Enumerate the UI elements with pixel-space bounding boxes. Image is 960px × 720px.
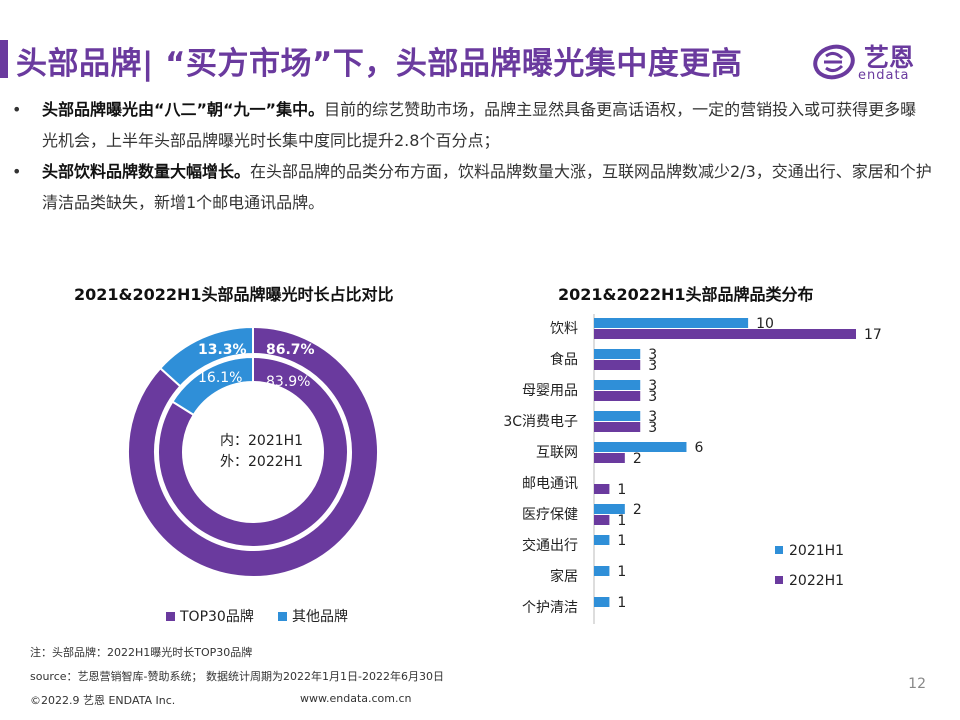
logo-subtext: endata <box>858 68 910 83</box>
bar-category-label: 互联网 <box>536 445 578 461</box>
bar-category-label: 3C消费电子 <box>503 414 578 430</box>
bar-2021H1 <box>594 535 610 545</box>
page-number: 12 <box>908 676 926 692</box>
bar-category-label: 母婴用品 <box>522 383 578 399</box>
bar-2022H1 <box>594 329 856 339</box>
bar-2021H1 <box>594 349 641 359</box>
bar-2021H1 <box>594 380 641 390</box>
bar-value-label-2021H1: 3 <box>648 347 657 363</box>
footnote: 注：头部品牌：2022H1曝光时长TOP30品牌 <box>30 646 253 659</box>
donut-slice-2021H1-1 <box>171 355 254 417</box>
bar-value-label-2021H1: 6 <box>694 440 703 456</box>
bar-legend-label-2022H1: 2022H1 <box>789 573 844 589</box>
donut-legend-label-1: 其他品牌 <box>292 608 348 625</box>
bar-2021H1 <box>594 318 749 328</box>
donut-chart-title: 2021&2022H1头部品牌曝光时长占比对比 <box>74 285 394 304</box>
bullet-text: 在头部品牌的品类分布方面，饮料品牌数量大涨，互联网品牌数减少2/3，交通出行、家… <box>42 162 932 212</box>
bullet-heading: 头部品牌曝光由“八二”朝“九一”集中。 <box>42 100 325 119</box>
bullet-heading: 头部饮料品牌数量大幅增长。 <box>42 162 251 181</box>
bar-2021H1 <box>594 442 687 452</box>
bullet-item: • 头部饮料品牌数量大幅增长。在头部品牌的品类分布方面，饮料品牌数量大涨，互联网… <box>12 156 932 218</box>
donut-chart: 86.7% 13.3% 83.9% 16.1% 内：2021H1 外：2022H1 TOP3… <box>127 325 379 625</box>
bar-2021H1 <box>594 504 625 514</box>
bar-value-label-2021H1: 3 <box>648 409 657 425</box>
bar-category-label: 邮电通讯 <box>522 476 578 492</box>
donut-slice-2021H1-0 <box>157 355 349 548</box>
bar-category-label: 家居 <box>550 568 578 585</box>
donut-center-label-inner: 内：2021H1 <box>220 433 303 449</box>
bar-value-label-2021H1: 1 <box>617 533 626 549</box>
logo-text: 艺恩 <box>864 43 915 72</box>
endata-logo: 艺恩 endata <box>812 38 932 86</box>
bar-2022H1 <box>594 422 641 432</box>
bar-2021H1 <box>594 411 641 421</box>
bar-category-label: 医疗保健 <box>522 507 578 523</box>
bar-2022H1 <box>594 360 641 370</box>
bar-2022H1 <box>594 453 625 463</box>
donut-label-outer-other: 13.3% <box>198 342 247 358</box>
copyright: ©2022.9 艺恩 ENDATA Inc. <box>30 694 176 707</box>
donut-legend-label-0: TOP30品牌 <box>179 608 254 625</box>
bar-legend-swatch-2022H1 <box>775 576 783 584</box>
website-link[interactable]: www.endata.com.cn <box>300 692 412 705</box>
donut-label-inner-other: 16.1% <box>198 370 242 386</box>
bar-value-label-2022H1: 3 <box>648 358 657 374</box>
summary-bullets: • 头部品牌曝光由“八二”朝“九一”集中。目前的综艺赞助市场，品牌主显然具备更高… <box>12 94 932 218</box>
bullet-dot: • <box>12 100 22 119</box>
bar-value-label-2021H1: 1 <box>617 564 626 580</box>
bar-2022H1 <box>594 391 641 401</box>
bar-value-label-2022H1: 3 <box>648 389 657 405</box>
bar-2021H1 <box>594 597 610 607</box>
donut-slice-2022H1-1 <box>158 325 254 388</box>
bar-value-label-2021H1: 2 <box>633 502 642 518</box>
source-note: source：艺恩营销智库-赞助系统； 数据统计周期为2022年1月1日-202… <box>30 670 444 683</box>
bar-value-label-2022H1: 1 <box>617 513 626 529</box>
bar-value-label-2022H1: 1 <box>617 482 626 498</box>
donut-center-label-outer: 外：2022H1 <box>220 454 303 470</box>
page-title: 头部品牌| “买方市场”下，头部品牌曝光集中度更高 <box>16 46 743 82</box>
bullet-dot: • <box>12 162 22 181</box>
bar-2022H1 <box>594 515 610 525</box>
bar-value-label-2022H1: 2 <box>633 451 642 467</box>
donut-legend-swatch-1 <box>278 612 287 621</box>
donut-slice-2022H1-0 <box>127 325 379 578</box>
bar-2022H1 <box>594 484 610 494</box>
bar-2021H1 <box>594 566 610 576</box>
bar-category-label: 交通出行 <box>522 537 578 554</box>
bar-legend-swatch-2021H1 <box>775 546 783 554</box>
bar-value-label-2022H1: 17 <box>864 327 882 343</box>
donut-legend-swatch-0 <box>166 612 175 621</box>
bar-value-label-2021H1: 1 <box>617 595 626 611</box>
donut-label-outer-top30: 86.7% <box>266 342 315 358</box>
logo-mark-icon <box>813 44 855 80</box>
title-accent-bar <box>0 40 8 78</box>
bullet-text: 目前的综艺赞助市场，品牌主显然具备更高话语权，一定的营销投入或可获得更多曝光机会… <box>42 100 917 150</box>
bar-value-label-2022H1: 3 <box>648 420 657 436</box>
donut-label-inner-top30: 83.9% <box>266 374 310 390</box>
bar-category-label: 食品 <box>550 351 578 368</box>
bullet-item: • 头部品牌曝光由“八二”朝“九一”集中。目前的综艺赞助市场，品牌主显然具备更高… <box>12 94 932 156</box>
bar-value-label-2021H1: 10 <box>756 316 774 332</box>
bar-category-label: 个护清洁 <box>522 600 578 616</box>
bar-value-label-2021H1: 3 <box>648 378 657 394</box>
bar-chart-title: 2021&2022H1头部品牌品类分布 <box>558 285 814 304</box>
bar-category-label: 饮料 <box>550 321 578 337</box>
bar-legend-label-2021H1: 2021H1 <box>789 543 844 559</box>
